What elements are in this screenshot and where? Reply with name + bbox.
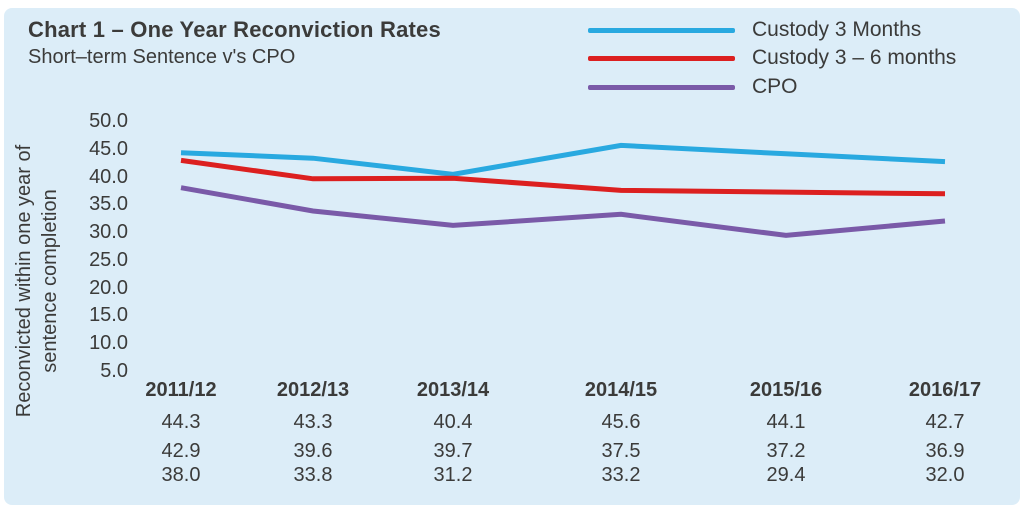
table-value: 44.1 [766, 411, 806, 433]
legend-item: Custody 3 – 6 months [588, 46, 956, 70]
y-axis-tick: 30.0 [89, 221, 128, 244]
table-value: 45.6 [601, 411, 641, 433]
legend-item: CPO [588, 75, 798, 99]
chart-subtitle: Short–term Sentence v's CPO [28, 46, 296, 68]
y-axis-tick: 15.0 [89, 304, 128, 327]
y-axis-tick: 45.0 [89, 137, 128, 160]
x-axis-label: 2013/14 [416, 379, 490, 401]
x-axis-label: 2012/13 [276, 379, 350, 401]
y-axis-tick: 40.0 [89, 165, 128, 188]
table-value: 37.2 [766, 440, 806, 462]
table-value: 40.4 [433, 411, 473, 433]
x-axis-label: 2016/17 [908, 379, 982, 401]
x-axis-label: 2011/12 [145, 379, 217, 401]
table-value: 42.7 [925, 411, 965, 433]
y-axis-tick: 5.0 [100, 360, 128, 382]
table-value: 33.8 [293, 464, 333, 486]
y-axis-tick: 35.0 [89, 193, 128, 216]
table-value: 33.2 [601, 464, 641, 486]
table-value: 29.4 [766, 464, 806, 486]
legend: Custody 3 Months Custody 3 – 6 months CPO [4, 8, 1020, 505]
table-value: 39.6 [293, 440, 333, 462]
chart-panel: Chart 1 – One Year Reconviction Rates Sh… [4, 8, 1020, 505]
legend-line-swatch [588, 84, 735, 90]
table-value: 43.3 [293, 411, 333, 433]
table-value: 36.9 [925, 440, 965, 462]
y-axis-tick: 10.0 [89, 332, 128, 355]
chart-title: Chart 1 – One Year Reconviction Rates [28, 17, 441, 42]
table-value: 37.5 [601, 440, 641, 462]
line-chart-plot [180, 142, 946, 238]
y-axis-tick: 25.0 [89, 248, 128, 271]
series-line [180, 142, 946, 177]
series-line [180, 185, 946, 238]
table-value: 44.3 [161, 411, 201, 433]
series-line [180, 157, 946, 197]
legend-line-swatch [588, 27, 735, 33]
y-axis-tick: 20.0 [89, 276, 128, 299]
y-axis-tick: 50.0 [89, 110, 128, 132]
legend-label: CPO [752, 75, 798, 98]
legend-item: Custody 3 Months [588, 18, 921, 42]
legend-label: Custody 3 Months [752, 18, 922, 41]
legend-label: Custody 3 – 6 months [752, 46, 957, 69]
table-value: 32.0 [925, 464, 965, 486]
table-value: 42.9 [161, 440, 201, 462]
x-axis-label: 2014/15 [584, 379, 658, 401]
legend-line-swatch [588, 55, 735, 61]
table-value: 31.2 [433, 464, 473, 486]
x-axis-label: 2015/16 [749, 379, 823, 401]
table-value: 39.7 [433, 440, 473, 462]
table-value: 38.0 [161, 464, 201, 486]
